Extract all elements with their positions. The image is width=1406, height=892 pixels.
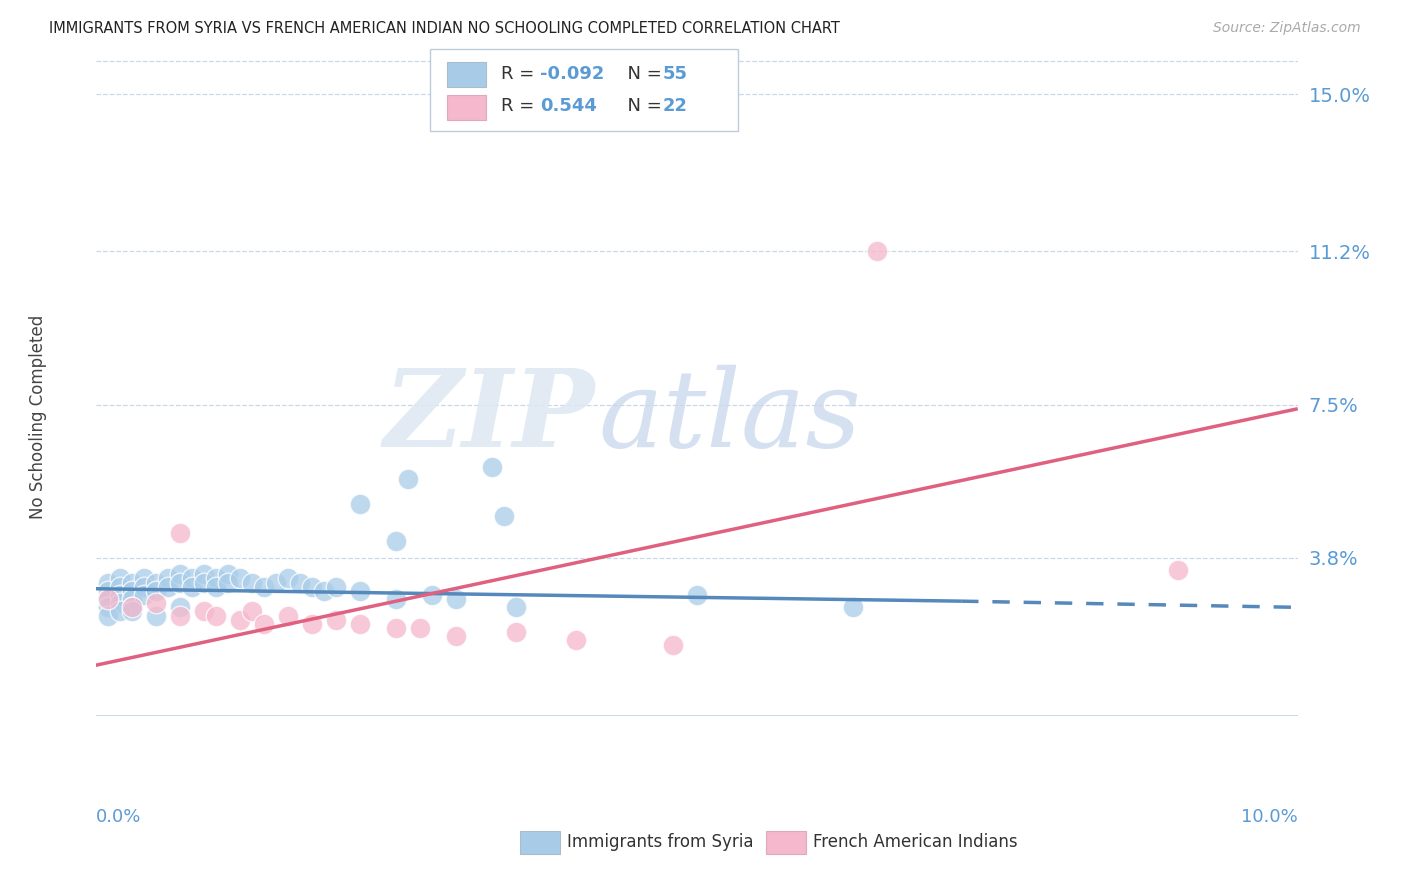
Point xyxy=(842,600,865,615)
Point xyxy=(108,588,131,602)
Point xyxy=(301,616,323,631)
Point xyxy=(205,580,228,594)
Point xyxy=(156,580,179,594)
Point xyxy=(288,575,311,590)
Point xyxy=(121,600,143,615)
Point xyxy=(325,580,347,594)
Point xyxy=(240,575,263,590)
Point xyxy=(97,592,120,607)
Point xyxy=(444,592,467,607)
Point xyxy=(866,244,889,259)
Point xyxy=(193,605,215,619)
Point xyxy=(253,580,276,594)
Point xyxy=(145,596,167,610)
Point xyxy=(565,633,588,648)
Point xyxy=(349,497,371,511)
Point xyxy=(108,571,131,585)
Point xyxy=(325,613,347,627)
Point xyxy=(97,592,120,607)
Point xyxy=(349,583,371,598)
Point xyxy=(312,583,335,598)
Point xyxy=(301,580,323,594)
Point xyxy=(180,580,202,594)
Point xyxy=(505,625,527,640)
Point xyxy=(409,621,432,635)
Point xyxy=(145,583,167,598)
Point xyxy=(385,592,408,607)
Point xyxy=(121,575,143,590)
Point xyxy=(661,638,683,652)
Point xyxy=(193,575,215,590)
Point xyxy=(97,608,120,623)
Point xyxy=(108,596,131,610)
Point xyxy=(264,575,287,590)
Point xyxy=(494,509,516,524)
Text: atlas: atlas xyxy=(598,365,860,469)
Point xyxy=(97,583,120,598)
Point xyxy=(349,616,371,631)
Point xyxy=(121,605,143,619)
Point xyxy=(108,605,131,619)
Text: R =: R = xyxy=(501,65,540,83)
Point xyxy=(396,472,419,486)
Point xyxy=(132,571,155,585)
Text: R =: R = xyxy=(501,97,540,115)
Point xyxy=(277,571,299,585)
Point xyxy=(121,583,143,598)
Text: Immigrants from Syria: Immigrants from Syria xyxy=(567,833,754,851)
Point xyxy=(145,575,167,590)
Point xyxy=(505,600,527,615)
Point xyxy=(169,525,191,540)
Text: -0.092: -0.092 xyxy=(540,65,605,83)
Text: Source: ZipAtlas.com: Source: ZipAtlas.com xyxy=(1213,21,1361,35)
Point xyxy=(145,608,167,623)
Point xyxy=(205,608,228,623)
Text: 0.544: 0.544 xyxy=(540,97,596,115)
Point xyxy=(686,588,709,602)
Text: IMMIGRANTS FROM SYRIA VS FRENCH AMERICAN INDIAN NO SCHOOLING COMPLETED CORRELATI: IMMIGRANTS FROM SYRIA VS FRENCH AMERICAN… xyxy=(49,21,841,36)
Point xyxy=(205,571,228,585)
Point xyxy=(385,621,408,635)
Point xyxy=(253,616,276,631)
Point xyxy=(169,575,191,590)
Point xyxy=(169,567,191,582)
Point xyxy=(108,580,131,594)
Point xyxy=(169,600,191,615)
Point xyxy=(97,575,120,590)
Text: 10.0%: 10.0% xyxy=(1241,808,1298,826)
Point xyxy=(240,605,263,619)
Point xyxy=(420,588,443,602)
Point xyxy=(385,534,408,549)
Point xyxy=(180,571,202,585)
Text: 55: 55 xyxy=(662,65,688,83)
Y-axis label: No Schooling Completed: No Schooling Completed xyxy=(30,315,46,519)
Point xyxy=(481,459,503,474)
Point xyxy=(217,567,239,582)
Point xyxy=(132,580,155,594)
Point xyxy=(444,629,467,643)
Point xyxy=(121,592,143,607)
Point xyxy=(277,608,299,623)
Text: French American Indians: French American Indians xyxy=(813,833,1018,851)
Point xyxy=(97,600,120,615)
Text: 0.0%: 0.0% xyxy=(96,808,141,826)
Point xyxy=(229,571,252,585)
Text: N =: N = xyxy=(616,97,668,115)
Text: N =: N = xyxy=(616,65,668,83)
Point xyxy=(1167,563,1189,577)
Point xyxy=(169,608,191,623)
Point xyxy=(132,588,155,602)
Point xyxy=(193,567,215,582)
Point xyxy=(229,613,252,627)
Text: ZIP: ZIP xyxy=(382,364,595,470)
Point xyxy=(156,571,179,585)
Point xyxy=(217,575,239,590)
Text: 22: 22 xyxy=(662,97,688,115)
Point xyxy=(121,600,143,615)
